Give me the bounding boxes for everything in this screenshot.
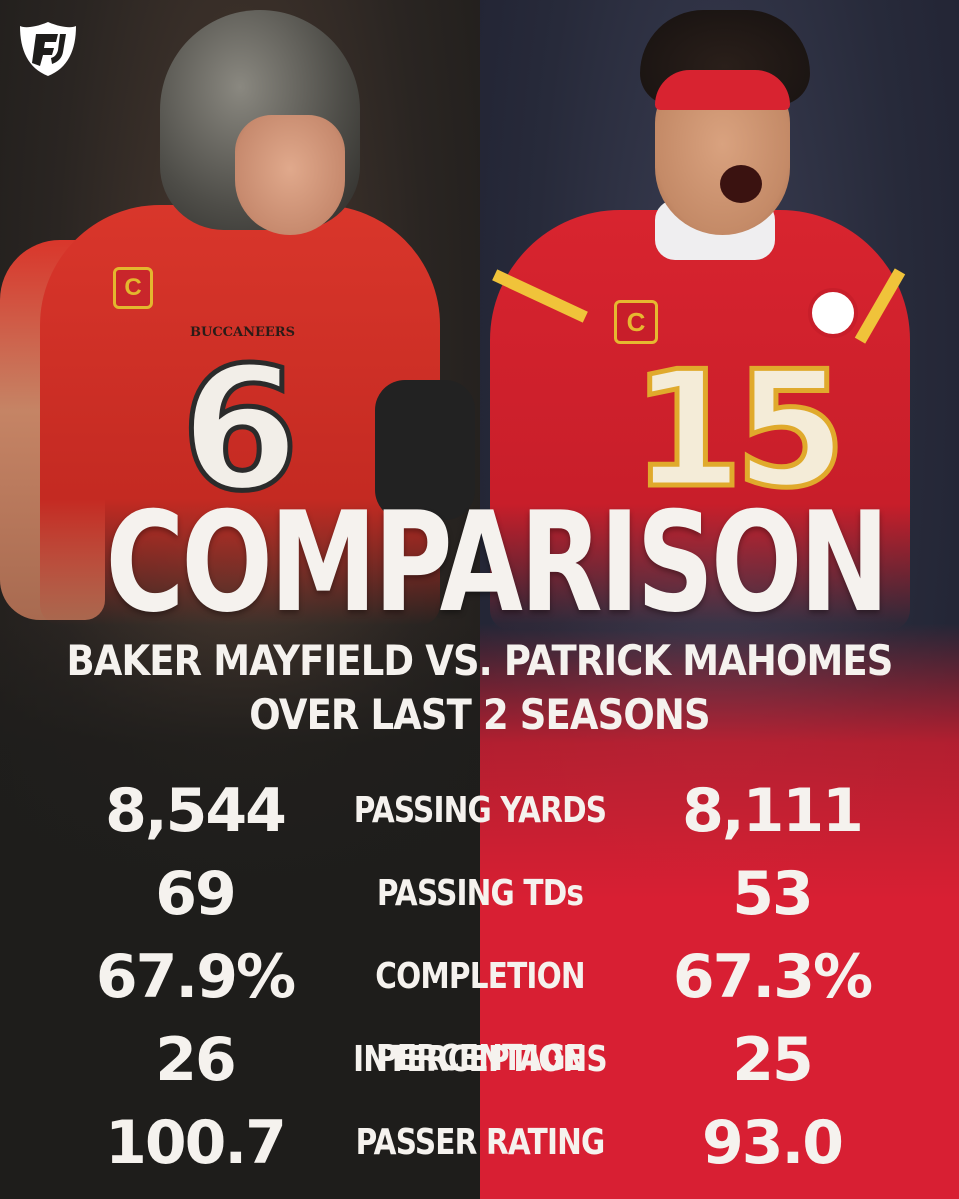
subtitle-timeframe: OVER LAST 2 SEASONS	[249, 690, 710, 739]
right-jersey-number: 15	[629, 336, 849, 523]
stat-label: INTERCEPTIONS	[353, 1039, 608, 1080]
left-stat-value: 69	[155, 859, 237, 929]
right-stat-value: 25	[732, 1025, 814, 1095]
left-player-face	[235, 115, 345, 235]
right-player-headband	[655, 70, 790, 110]
stat-label: PASSING YARDS	[353, 790, 607, 831]
right-stat-value: 53	[732, 859, 814, 929]
stat-row-passing-tds: 69 PASSING TDs 53	[0, 853, 959, 935]
stat-row-completion-percentage: 67.9% COMPLETION PERCENTAGE 67.3%	[0, 936, 959, 1079]
left-jersey-number: 6	[178, 331, 301, 529]
right-player-mouth	[720, 165, 762, 203]
right-player-jersey	[490, 210, 910, 630]
right-captain-patch: C	[614, 300, 658, 344]
right-stat-value: 8,111	[682, 776, 864, 846]
fanduel-shield-icon	[20, 22, 76, 76]
stat-label: PASSING TDs	[376, 873, 584, 914]
left-team-wordmark: BUCCANEERS	[190, 325, 295, 340]
left-player-arm-sleeve	[375, 380, 475, 520]
left-stat-value: 100.7	[105, 1108, 287, 1178]
left-stat-value: 67.9%	[95, 942, 296, 1012]
stat-row-interceptions: 26 INTERCEPTIONS 25	[0, 1019, 959, 1101]
team-logo-icon	[808, 288, 858, 338]
stat-label: COMPLETION PERCENTAGE	[375, 956, 585, 1079]
stat-row-passer-rating: 100.7 PASSER RATING 93.0	[0, 1102, 959, 1184]
subtitle-players: BAKER MAYFIELD VS. PATRICK MAHOMES	[66, 636, 893, 685]
left-stat-value: 8,544	[105, 776, 287, 846]
left-stat-value: 26	[155, 1025, 237, 1095]
left-captain-patch: C	[113, 267, 153, 309]
stats-table: 8,544 PASSING YARDS 8,111 69 PASSING TDs…	[0, 770, 959, 1180]
right-stat-value: 93.0	[701, 1108, 844, 1178]
headline-title: COMPARISON	[105, 482, 889, 643]
left-player-jersey	[40, 205, 440, 625]
stat-label: PASSER RATING	[355, 1122, 606, 1163]
right-stat-value: 67.3%	[672, 942, 873, 1012]
stat-row-passing-yards: 8,544 PASSING YARDS 8,111	[0, 770, 959, 852]
